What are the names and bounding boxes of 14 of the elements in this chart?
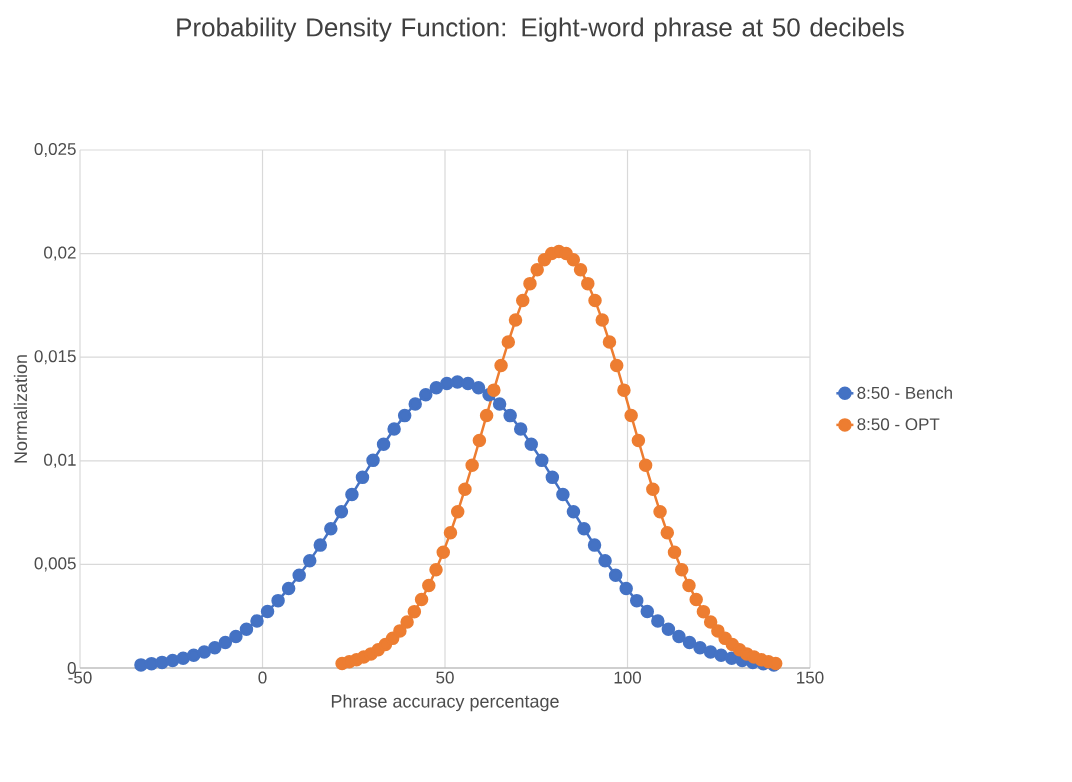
y-tick-label: 0,01 — [44, 453, 76, 468]
legend-label: 8:50 - Bench — [857, 386, 952, 399]
legend-label: 8:50 - OPT — [857, 418, 940, 431]
y-tick-label: 0,005 — [34, 557, 76, 572]
y-tick-label: 0,015 — [34, 350, 76, 365]
x-tick-label: 150 — [797, 671, 824, 684]
y-tick-label: 0,025 — [34, 142, 76, 158]
y-axis-title: Normalization — [13, 355, 28, 463]
x-tick-label: 100 — [614, 671, 642, 684]
x-tick-label: 50 — [436, 671, 454, 684]
x-tick-label: 0 — [258, 671, 267, 684]
y-tick-label: 0,02 — [44, 246, 76, 261]
x-axis-title: Phrase accuracy percentage — [331, 694, 559, 712]
chart-title: Probability Density Function: Eight-word phrase at 50 decibels — [177, 17, 904, 42]
